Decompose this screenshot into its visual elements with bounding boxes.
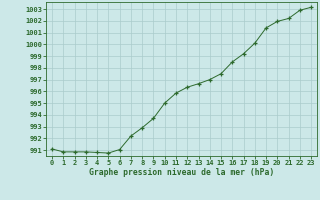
X-axis label: Graphe pression niveau de la mer (hPa): Graphe pression niveau de la mer (hPa) [89,168,274,177]
